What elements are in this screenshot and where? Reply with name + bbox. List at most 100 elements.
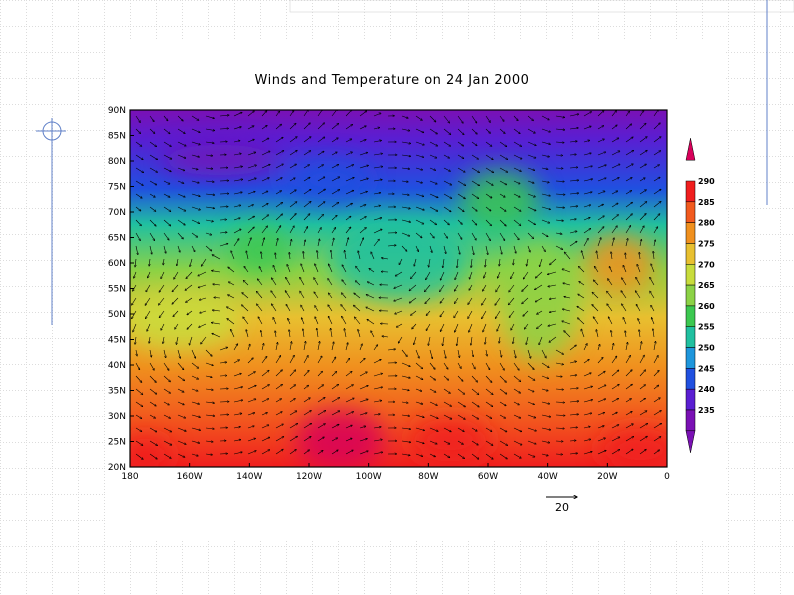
wind-arrow [513, 362, 519, 370]
wind-arrow [499, 362, 504, 370]
wind-arrow [373, 345, 378, 351]
wind-arrow [611, 138, 619, 143]
wind-arrow [581, 251, 585, 260]
wind-arrow [345, 425, 352, 429]
wind-arrow [286, 277, 291, 286]
wind-arrow [597, 191, 605, 195]
lat-label: 55N [108, 285, 126, 295]
wind-arrow [653, 341, 656, 351]
wind-arrow [651, 305, 655, 312]
wind-arrow [471, 206, 477, 211]
wind-arrow [213, 284, 221, 285]
wind-arrow [303, 214, 310, 221]
wind-arrow [597, 413, 605, 416]
wind-arrow [303, 177, 310, 182]
wind-arrow [227, 319, 235, 325]
wind-arrow [135, 206, 141, 211]
wind-arrow [499, 193, 505, 197]
wind-arrow [426, 323, 431, 331]
wind-arrow [653, 214, 660, 221]
wind-arrow [443, 401, 452, 406]
wind-arrow [541, 141, 551, 144]
wind-arrow [205, 376, 212, 377]
wind-arrow [244, 266, 249, 273]
wind-arrow [596, 251, 599, 260]
wind-arrow [653, 437, 661, 442]
wind-arrow [454, 310, 459, 318]
wind-arrow [149, 167, 158, 172]
wind-arrow [594, 266, 599, 273]
wind-arrow [132, 310, 137, 319]
wind-arrow [625, 226, 631, 234]
wind-arrow [289, 123, 296, 130]
wind-arrow [625, 214, 632, 221]
wind-arrow [499, 141, 507, 147]
wind-arrow [562, 269, 571, 273]
wind-arrow [469, 323, 473, 332]
wind-arrow [261, 151, 270, 156]
wind-arrow [579, 281, 585, 286]
wind-arrow [583, 359, 589, 364]
wind-arrow [415, 388, 422, 391]
wind-arrow [149, 206, 156, 212]
wind-arrow [497, 323, 501, 331]
wind-arrow [246, 251, 249, 260]
wind-arrow [611, 412, 617, 416]
wind-arrow [149, 232, 155, 241]
wind-arrow [401, 206, 410, 209]
wind-arrow [345, 124, 353, 130]
wind-arrow [429, 167, 436, 170]
wind-arrow [275, 214, 283, 221]
wind-arrow [611, 252, 612, 260]
wind-arrow [513, 128, 520, 134]
wind-arrow [555, 115, 565, 117]
wind-arrow [163, 375, 171, 382]
wind-arrow [205, 362, 213, 366]
wind-arrow [415, 375, 423, 380]
wind-arrow [583, 153, 591, 156]
wind-arrow [483, 323, 487, 332]
wind-arrow [597, 371, 605, 377]
wind-arrow [639, 449, 646, 455]
wind-arrow [429, 401, 437, 406]
wind-arrow [597, 426, 604, 429]
wind-arrow [429, 115, 436, 122]
wind-arrow [563, 283, 571, 286]
wind-arrow [639, 214, 646, 221]
wind-arrow [443, 349, 446, 358]
wind-arrow [176, 336, 179, 345]
wind-arrow [457, 206, 464, 212]
wind-arrow [597, 111, 604, 117]
wind-arrow [133, 284, 137, 291]
wind-arrow [583, 386, 593, 390]
wind-arrow [331, 164, 339, 169]
wind-arrow [185, 284, 193, 290]
field-blob [500, 240, 580, 360]
wind-arrow [547, 271, 557, 274]
wind-arrow [303, 450, 310, 455]
wind-arrow [186, 271, 193, 279]
wind-arrow [653, 165, 660, 169]
wind-arrow [513, 232, 519, 240]
wind-arrow [177, 115, 183, 121]
wind-arrow [261, 138, 269, 143]
wind-arrow [317, 123, 325, 130]
wind-arrow [401, 415, 410, 416]
wind-arrow [345, 250, 347, 260]
wind-arrow [359, 238, 364, 247]
wind-arrow [212, 271, 221, 273]
wind-arrow [471, 245, 474, 255]
wind-arrow [135, 154, 143, 160]
wind-arrow [398, 336, 403, 343]
wind-arrow [373, 167, 383, 169]
wind-arrow [247, 358, 253, 364]
wind-arrow [653, 251, 654, 260]
wind-arrow [261, 111, 267, 117]
wind-arrow [625, 191, 632, 195]
wind-arrow [247, 399, 256, 403]
wind-arrow [625, 399, 632, 403]
wind-arrow [149, 388, 157, 394]
wind-arrow [527, 232, 534, 239]
wind-arrow [443, 232, 448, 238]
wind-arrow [541, 440, 550, 443]
